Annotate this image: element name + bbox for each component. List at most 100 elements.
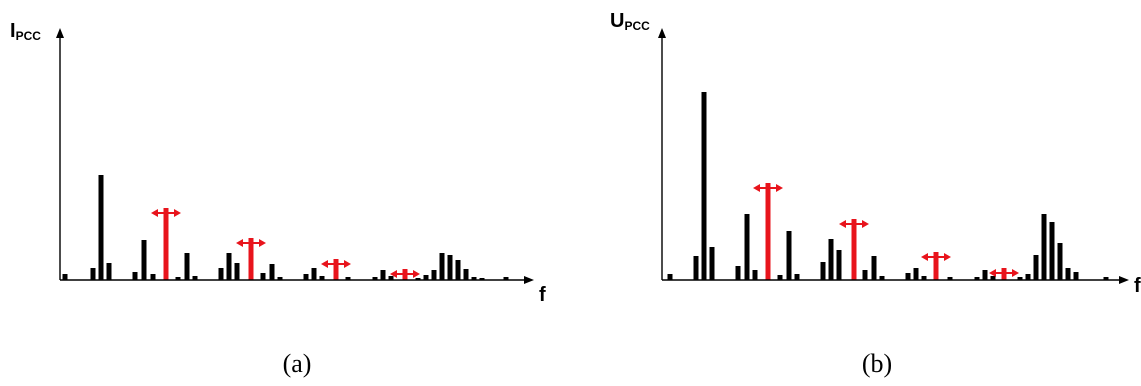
harmonic-bar	[990, 276, 996, 280]
panel-b-caption: (b)	[862, 349, 892, 378]
harmonic-bar	[921, 276, 927, 280]
arrowhead-right	[944, 253, 951, 261]
harmonic-bar	[218, 268, 224, 280]
harmonic-bar	[388, 276, 394, 280]
highlighted-harmonic	[839, 219, 869, 280]
arrowhead-left	[989, 269, 996, 277]
harmonic-bar	[879, 276, 885, 280]
highlighted-harmonic	[390, 269, 420, 280]
harmonic-bar	[192, 276, 198, 280]
highlighted-harmonic	[236, 238, 266, 280]
harmonic-bar	[234, 263, 240, 280]
harmonic-bar	[735, 266, 741, 280]
panel-a-caption: (a)	[283, 349, 312, 378]
harmonic-bar	[345, 277, 351, 280]
harmonic-bar	[447, 255, 453, 280]
panel-a-bars	[62, 175, 509, 280]
harmonic-bar	[1041, 214, 1047, 280]
harmonic-bar	[463, 269, 469, 280]
harmonic-bar	[150, 274, 156, 280]
panel-a-y-label: IPCC	[10, 20, 41, 43]
harmonic-bar	[974, 277, 980, 280]
panel-a-x-label: f	[539, 284, 546, 306]
arrowhead-left	[839, 220, 846, 228]
harmonic-bar	[439, 253, 445, 280]
harmonic-bar	[455, 260, 461, 280]
harmonic-bar	[380, 270, 386, 280]
arrowhead-left	[151, 209, 158, 217]
arrowhead-left	[921, 253, 928, 261]
harmonic-bar	[913, 268, 919, 280]
harmonic-bar	[1065, 268, 1071, 280]
harmonic-bar	[319, 276, 325, 280]
arrowhead-right	[413, 270, 420, 278]
highlighted-harmonic	[921, 252, 951, 280]
panel-a-y-label-main: I	[10, 20, 16, 42]
highlighted-harmonic	[151, 208, 181, 280]
highlighted-harmonic-bar	[765, 183, 771, 280]
panel-a-x-axis-arrowhead	[524, 276, 534, 284]
panel-b: UPCC f (b)	[610, 10, 1141, 378]
harmonic-bar	[479, 278, 485, 280]
harmonic-bar	[905, 273, 911, 280]
highlighted-harmonic	[753, 183, 783, 280]
highlighted-harmonic-bar	[851, 219, 857, 280]
harmonic-bar	[1073, 272, 1079, 280]
harmonic-bar	[1025, 274, 1031, 280]
harmonic-bar	[1049, 222, 1055, 280]
highlighted-harmonic	[321, 259, 351, 280]
panel-a-y-axis-arrowhead	[56, 28, 64, 38]
panel-a-highlights	[151, 208, 420, 280]
panel-b-y-label-main: U	[610, 10, 624, 32]
harmonic-bar	[982, 270, 988, 280]
harmonic-bar	[1033, 255, 1039, 280]
harmonic-bar	[1103, 277, 1109, 280]
harmonic-bar	[184, 253, 190, 280]
arrowhead-right	[1012, 269, 1019, 277]
harmonic-bar	[260, 273, 266, 280]
harmonic-bar	[752, 270, 758, 280]
harmonic-bar	[1017, 277, 1023, 280]
harmonic-bar	[828, 239, 834, 280]
harmonic-bar	[862, 270, 868, 280]
harmonic-bar	[836, 250, 842, 280]
harmonic-bar	[693, 256, 699, 280]
harmonic-bar	[303, 274, 309, 280]
harmonic-bar	[871, 256, 877, 280]
harmonic-bar	[311, 268, 317, 280]
harmonic-bar	[786, 231, 792, 280]
arrowhead-left	[390, 270, 397, 278]
harmonic-bar	[269, 264, 275, 280]
panel-b-highlights	[753, 183, 1019, 280]
harmonic-bar	[777, 275, 783, 280]
harmonic-bar	[277, 277, 283, 280]
arrowhead-right	[344, 260, 351, 268]
harmonic-bar	[415, 278, 421, 280]
harmonic-bar	[471, 277, 477, 280]
harmonic-bar	[431, 270, 437, 280]
highlighted-harmonic-bar	[163, 208, 169, 280]
arrowhead-right	[862, 220, 869, 228]
harmonic-bar	[503, 277, 509, 280]
harmonic-bar	[90, 268, 96, 280]
highlighted-harmonic-bar	[933, 252, 939, 280]
harmonic-bar	[820, 262, 826, 280]
harmonic-bar	[744, 214, 750, 280]
harmonic-bar	[667, 274, 673, 280]
arrowhead-right	[776, 184, 783, 192]
panel-b-y-label-sub: PCC	[624, 19, 650, 33]
panel-a: IPCC f (a)	[10, 20, 546, 378]
harmonic-bar	[1057, 243, 1063, 280]
arrowhead-right	[259, 239, 266, 247]
arrowhead-left	[753, 184, 760, 192]
harmonic-bar	[701, 92, 707, 280]
harmonic-bar	[175, 277, 181, 280]
highlighted-harmonic	[989, 268, 1019, 280]
harmonic-bar	[106, 263, 112, 280]
arrowhead-left	[236, 239, 243, 247]
harmonic-bar	[372, 277, 378, 280]
harmonic-bar	[226, 253, 232, 280]
harmonic-bar	[132, 272, 138, 280]
highlighted-harmonic-bar	[333, 259, 339, 280]
